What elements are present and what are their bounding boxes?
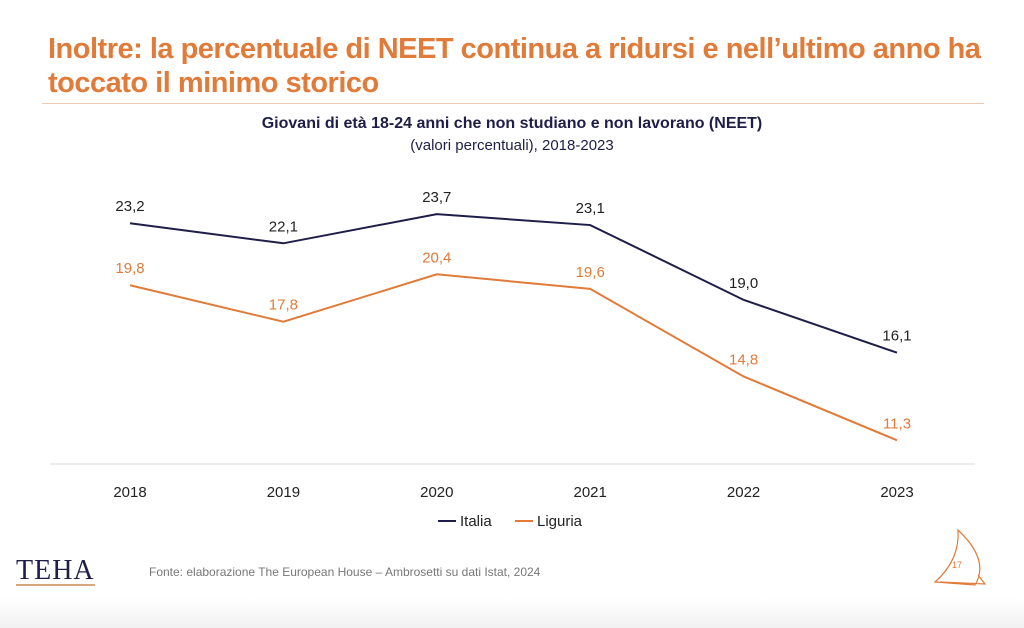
data-label: 14,8 bbox=[729, 351, 758, 368]
x-tick-label: 2018 bbox=[113, 484, 146, 501]
x-tick-label: 2022 bbox=[727, 484, 760, 501]
legend-label: Liguria bbox=[537, 513, 583, 530]
chart-title: Giovani di età 18-24 anni che non studia… bbox=[261, 115, 763, 132]
data-label: 19,8 bbox=[115, 260, 144, 277]
title-divider bbox=[42, 103, 984, 104]
series-line-liguria bbox=[129, 273, 898, 442]
data-label: 19,6 bbox=[576, 264, 605, 281]
data-label: 20,4 bbox=[422, 249, 451, 266]
slide-title: Inoltre: la percentuale di NEET continua… bbox=[48, 33, 981, 99]
series-line-italia bbox=[129, 213, 898, 354]
legend-label: Italia bbox=[460, 513, 492, 530]
data-label: 11,3 bbox=[883, 415, 911, 432]
data-label: 23,7 bbox=[422, 189, 451, 206]
data-label: 23,2 bbox=[115, 198, 144, 215]
source-note: Fonte: elaborazione The European House –… bbox=[149, 565, 541, 579]
footer-band bbox=[0, 598, 1024, 628]
page-number: 17 bbox=[952, 560, 963, 570]
x-tick-label: 2020 bbox=[420, 484, 453, 501]
data-label: 22,1 bbox=[269, 218, 298, 235]
teha-logo: TEHA bbox=[16, 555, 95, 586]
data-label: 19,0 bbox=[729, 275, 758, 292]
x-tick-label: 2019 bbox=[267, 484, 300, 501]
data-label: 17,8 bbox=[269, 297, 298, 314]
data-label: 16,1 bbox=[882, 328, 911, 345]
x-tick-label: 2021 bbox=[574, 484, 607, 501]
chart-subtitle: (valori percentuali), 2018-2023 bbox=[410, 137, 614, 154]
x-tick-label: 2023 bbox=[880, 484, 913, 501]
data-label: 23,1 bbox=[576, 200, 605, 217]
